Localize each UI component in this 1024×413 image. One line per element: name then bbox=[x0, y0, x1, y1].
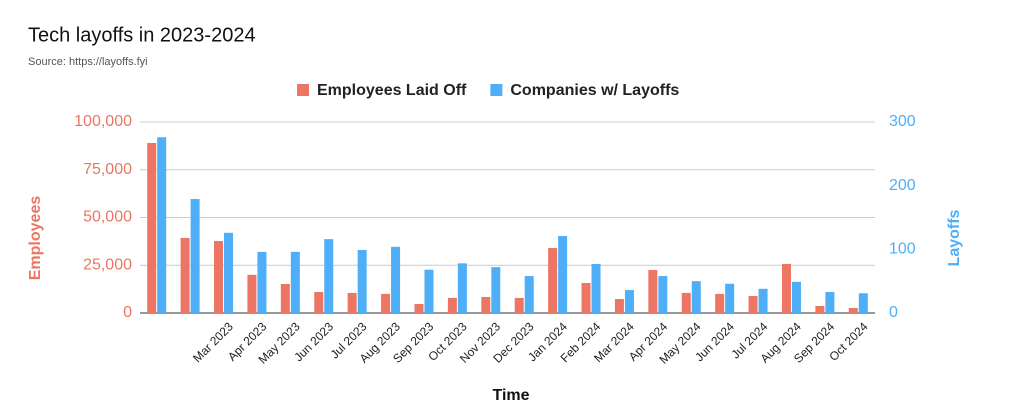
bar bbox=[491, 267, 501, 313]
y-tick-label: 100,000 bbox=[74, 113, 132, 130]
bar bbox=[190, 199, 200, 313]
bar bbox=[247, 274, 257, 313]
bar bbox=[314, 291, 324, 313]
bar bbox=[147, 143, 157, 313]
chart-subtitle: Source: https://layoffs.fyi bbox=[28, 56, 148, 68]
bar bbox=[548, 248, 558, 313]
bar bbox=[815, 305, 825, 313]
bar bbox=[691, 281, 701, 313]
bar bbox=[514, 297, 524, 313]
bar bbox=[214, 240, 224, 313]
bar bbox=[848, 308, 858, 313]
bar bbox=[758, 288, 768, 313]
y2-tick-label: 100 bbox=[889, 241, 916, 258]
bar bbox=[224, 232, 234, 313]
y2-tick-label: 300 bbox=[889, 113, 916, 130]
bar bbox=[581, 283, 591, 313]
x-axis-title: Time bbox=[492, 387, 529, 404]
y-tick-label: 75,000 bbox=[83, 161, 132, 178]
bar bbox=[681, 292, 691, 313]
legend-swatch bbox=[297, 84, 309, 96]
bar bbox=[481, 296, 491, 313]
bar bbox=[624, 290, 634, 313]
bar bbox=[347, 292, 357, 313]
bar bbox=[748, 296, 758, 313]
bar bbox=[524, 276, 534, 313]
bar bbox=[715, 293, 725, 313]
bar bbox=[791, 281, 801, 313]
bar bbox=[591, 263, 601, 313]
y2-tick-label: 0 bbox=[889, 304, 898, 321]
bar bbox=[414, 304, 424, 313]
bar bbox=[391, 246, 401, 313]
bar bbox=[725, 283, 735, 313]
bar bbox=[180, 237, 190, 313]
bar bbox=[280, 283, 290, 313]
bar bbox=[858, 293, 868, 313]
y-tick-label: 0 bbox=[123, 304, 132, 321]
y-tick-label: 25,000 bbox=[83, 256, 132, 273]
bar bbox=[324, 239, 334, 313]
y-tick-label: 50,000 bbox=[83, 209, 132, 226]
bar bbox=[257, 251, 267, 313]
bar bbox=[658, 276, 668, 313]
y2-tick-label: 200 bbox=[889, 177, 916, 194]
chart-title: Tech layoffs in 2023-2024 bbox=[28, 24, 256, 46]
legend-label: Companies w/ Layoffs bbox=[510, 82, 679, 99]
legend-swatch bbox=[490, 84, 503, 96]
bar bbox=[558, 235, 568, 313]
bar bbox=[424, 269, 434, 313]
bar bbox=[614, 299, 624, 313]
y-axis-title: Employees bbox=[27, 196, 44, 281]
y2-axis-title: Layoffs bbox=[946, 209, 963, 266]
legend-label: Employees Laid Off bbox=[317, 82, 467, 99]
bar bbox=[157, 137, 167, 313]
bar bbox=[781, 263, 791, 313]
bar bbox=[457, 263, 467, 313]
bar bbox=[290, 251, 300, 313]
bar bbox=[825, 291, 835, 313]
bar bbox=[357, 249, 367, 313]
bar bbox=[648, 270, 658, 313]
bar bbox=[381, 293, 391, 313]
bar bbox=[447, 297, 457, 313]
